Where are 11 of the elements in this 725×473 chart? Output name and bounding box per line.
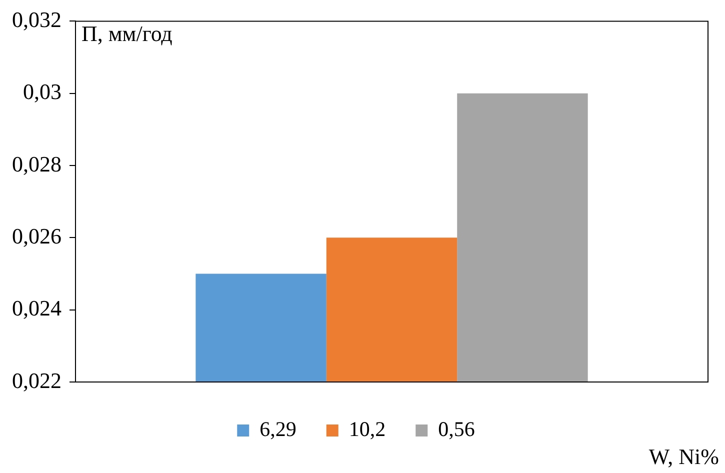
- y-tick-label: 0,022: [12, 368, 62, 393]
- y-tick-label: 0,032: [12, 6, 62, 32]
- x-axis-title: W, Ni%: [648, 444, 719, 469]
- y-tick-label: 0,028: [12, 151, 62, 176]
- legend-label: 10,2: [348, 417, 386, 442]
- legend-label: 0,56: [438, 417, 475, 442]
- y-tick-label: 0,026: [12, 223, 62, 248]
- y-tick-label: 0,03: [23, 79, 62, 104]
- y-tick-label: 0,024: [12, 296, 62, 321]
- y-axis-title: П, мм/год: [82, 20, 172, 46]
- legend-label: 6,29: [260, 417, 296, 442]
